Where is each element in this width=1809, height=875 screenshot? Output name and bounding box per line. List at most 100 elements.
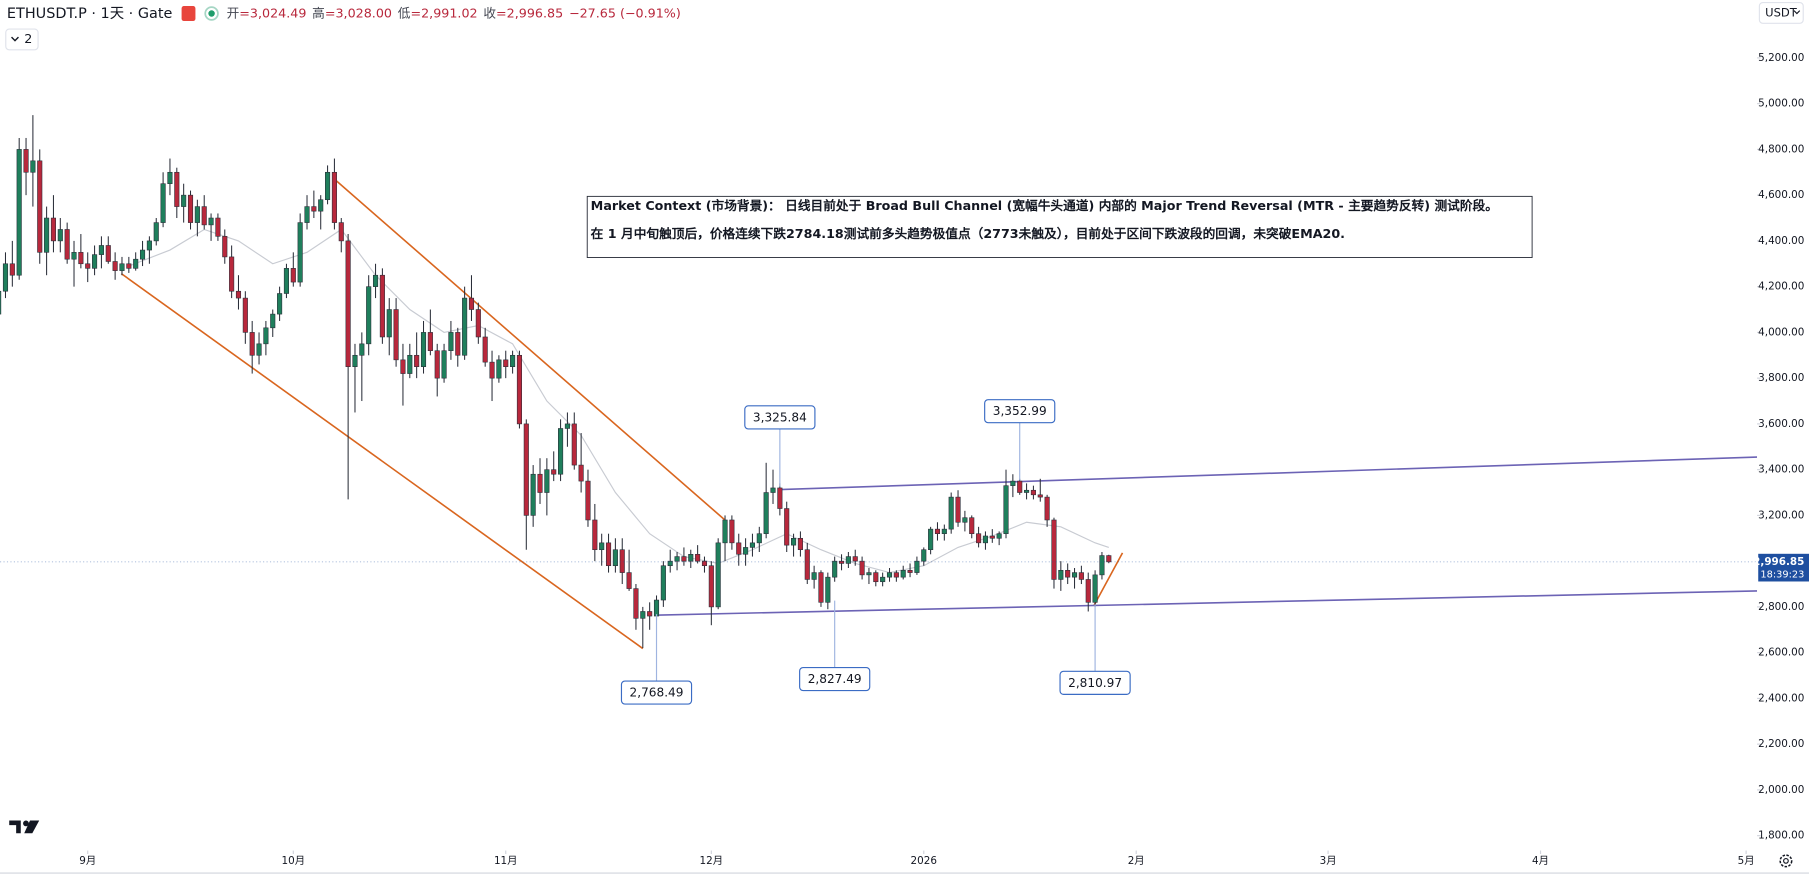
candle-body [194, 206, 200, 223]
y-tick-label: 3,800.00 [1758, 372, 1804, 384]
candle-body [605, 542, 612, 567]
price-tag-label: 2,996.85 [1753, 556, 1804, 568]
indicator-count: 2 [24, 31, 32, 46]
trend-line [333, 178, 725, 521]
candle-body [996, 533, 1002, 539]
stat-value: =2,996.85 [496, 6, 563, 21]
callout-box [799, 666, 871, 692]
y-tick-label: 5,000.00 [1758, 98, 1804, 110]
status-dot [208, 10, 215, 17]
symbol-title[interactable]: ETHUSDT.P · 1天 · Gate [7, 6, 173, 22]
candle-body [448, 332, 454, 351]
candle-body [85, 263, 91, 269]
stat-key: 低 [398, 6, 411, 21]
callout-box [1059, 670, 1131, 695]
candle-body [571, 423, 577, 466]
stat-value: =3,024.49 [239, 6, 306, 21]
candle-body [578, 464, 584, 482]
callout-box [984, 399, 1056, 424]
stat-key: 开 [227, 6, 240, 21]
candle-body [372, 274, 379, 287]
x-tick-label: 5月 [1738, 855, 1755, 867]
gear-outer[interactable] [1779, 854, 1793, 868]
candle-body [852, 556, 858, 562]
candle-body [1010, 480, 1016, 486]
candle-body [1017, 480, 1023, 493]
candle-body [379, 274, 385, 338]
candle-body [928, 528, 934, 551]
candle-body [640, 611, 646, 619]
logo-part [9, 820, 21, 834]
plot-area: 3,325.84 3,352.99 2,768.49 2,827.49 2,810.97 [0, 115, 1758, 705]
candle-body [832, 560, 838, 578]
candle-body [283, 268, 290, 294]
legend-header: ETHUSDT.P · 1天 · Gate 开 =3,024.49 高 =3,028.… [7, 6, 681, 23]
candle-body [256, 343, 262, 356]
candle-body [900, 570, 906, 578]
candle-body [544, 469, 550, 493]
currency-box[interactable] [1758, 1, 1804, 24]
candle-body [160, 183, 166, 223]
indicators-toggle[interactable]: 2 [5, 28, 39, 51]
x-tick-label: 12月 [700, 855, 724, 867]
candle-body [139, 249, 146, 260]
settings-icon[interactable] [1779, 854, 1793, 868]
candle-body [366, 286, 372, 345]
candle-body [893, 572, 899, 578]
candle-body [551, 469, 557, 475]
candle-body [1106, 555, 1112, 563]
candle-body [982, 535, 988, 544]
candle-body [304, 206, 310, 223]
candle-body [866, 572, 872, 576]
candle-body [969, 517, 975, 534]
candle-body [797, 537, 803, 551]
candle-body [393, 309, 399, 361]
exchange-icon [181, 6, 196, 22]
candle-body [1051, 519, 1057, 580]
toggle-box[interactable] [5, 28, 39, 51]
callout-label: 3,325.84 [753, 410, 807, 424]
candle-body [1003, 485, 1009, 534]
x-tick-label: 9月 [79, 855, 96, 867]
candle-body [743, 547, 749, 555]
candle-body [667, 560, 673, 567]
candle-body [9, 263, 15, 276]
candle-body [482, 336, 488, 363]
y-tick-label: 4,800.00 [1758, 143, 1804, 155]
x-tick-label: 4月 [1532, 855, 1549, 867]
candle-body [976, 533, 982, 544]
candle-body [934, 528, 941, 534]
candle-body [585, 480, 591, 521]
y-tick-label: 4,400.00 [1758, 235, 1804, 247]
candle-body [455, 332, 461, 356]
candle-body [78, 252, 84, 265]
candle-body [962, 517, 968, 523]
candle-body [873, 572, 879, 583]
y-tick-label: 5,200.00 [1758, 52, 1804, 64]
note-line: Market Context (市场背景)： 日线目前处于 Broad Bull… [591, 198, 1498, 213]
candle-body [386, 309, 392, 338]
candle-body [564, 423, 570, 429]
candle-body [955, 496, 961, 523]
y-tick-label: 3,400.00 [1758, 464, 1804, 476]
tv-logo[interactable] [9, 820, 40, 834]
candle-body [249, 332, 255, 356]
change-value: −27.65 (−0.91%) [569, 6, 681, 21]
candle-body [167, 171, 173, 184]
candle-body [660, 565, 666, 601]
y-tick-label: 4,200.00 [1758, 281, 1804, 293]
candle-body [229, 256, 235, 292]
candle-body [681, 556, 687, 562]
candle-body [530, 473, 536, 516]
candle-body [468, 297, 475, 310]
candle-body [880, 576, 886, 583]
candle-body [187, 194, 194, 223]
candle-body [715, 542, 721, 608]
y-tick-label: 4,000.00 [1758, 326, 1804, 338]
currency-button[interactable]: USDT [1758, 1, 1804, 24]
candle-body [791, 537, 797, 546]
candle-body [1024, 489, 1030, 493]
candle-body [400, 359, 406, 374]
candle-body [489, 361, 495, 379]
callout-box [620, 680, 693, 705]
